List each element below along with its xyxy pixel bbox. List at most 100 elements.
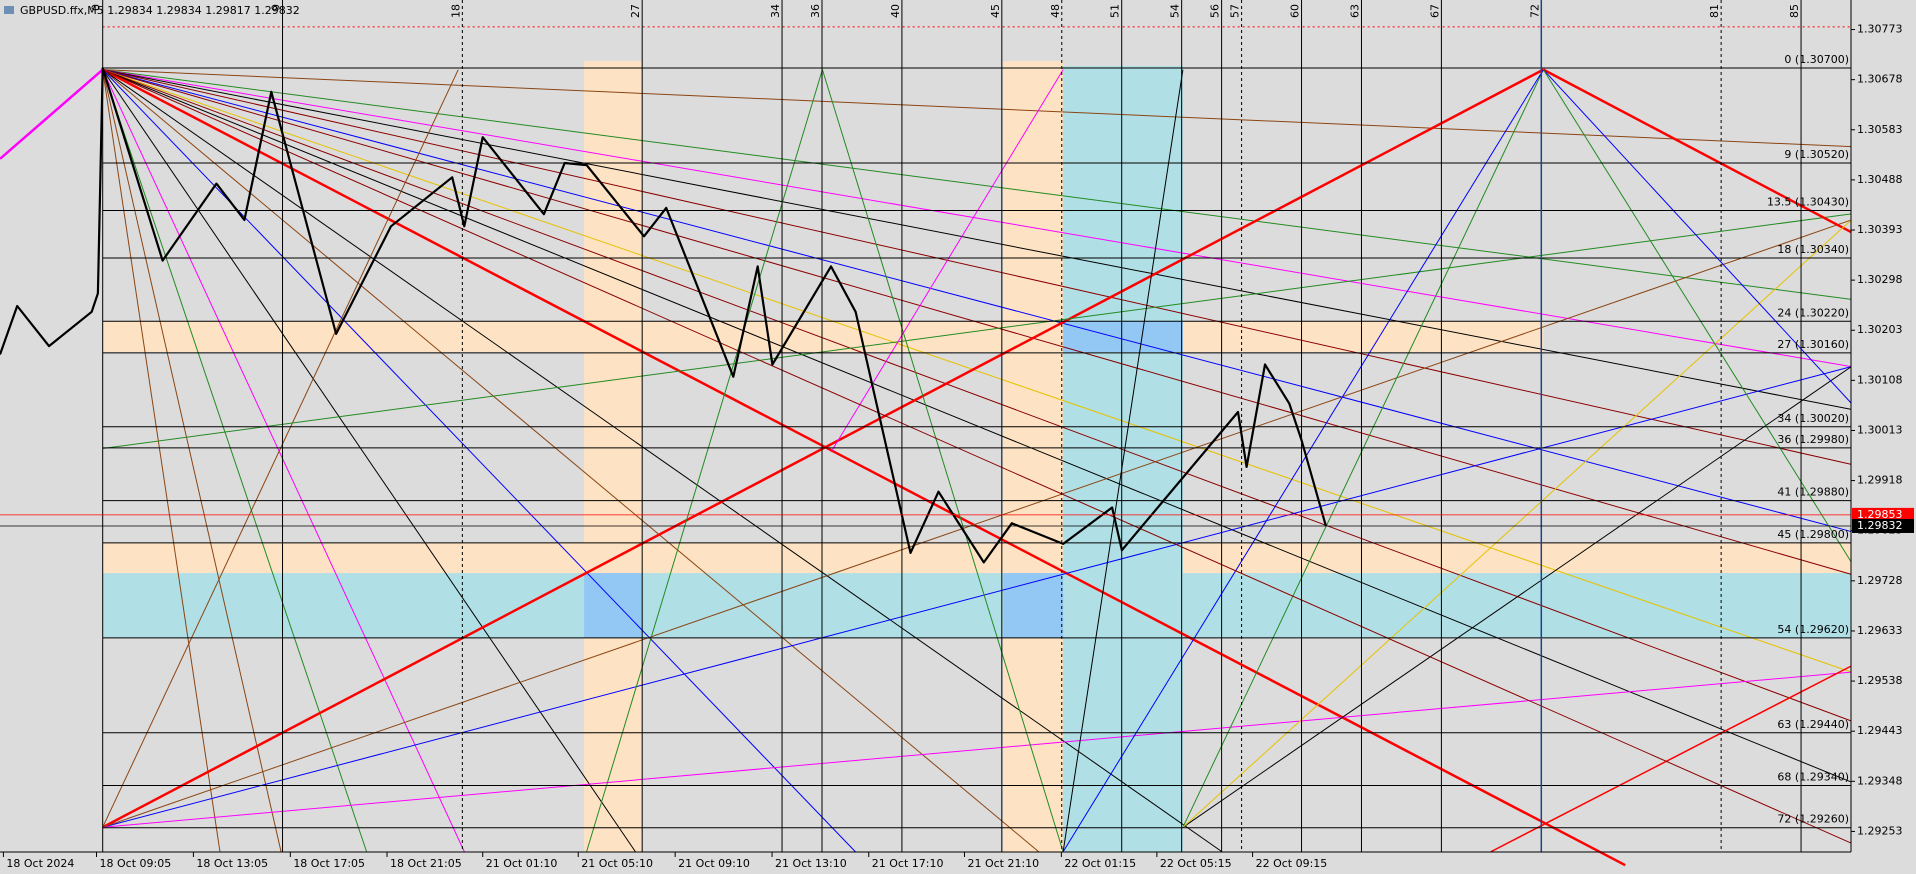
time-line-label: 27 — [629, 4, 642, 18]
time-line-label: 81 — [1708, 4, 1721, 18]
fan-line — [102, 69, 282, 852]
price-marker-label: 1.29853 — [1857, 508, 1903, 521]
y-tick-label: 1.29538 — [1857, 674, 1903, 687]
y-tick-label: 1.29633 — [1857, 624, 1903, 637]
fan-line — [102, 69, 1223, 853]
fan-line — [102, 69, 1852, 368]
x-tick-label: 21 Oct 05:10 — [581, 857, 653, 870]
zone — [102, 573, 1852, 638]
fan-line — [102, 69, 1852, 722]
fan-line — [0, 68, 104, 160]
fan-line — [830, 69, 1064, 453]
time-line-label: 18 — [449, 4, 462, 18]
plot-background — [0, 0, 1851, 852]
time-line-label: 48 — [1049, 4, 1062, 18]
fib-label: 9 (1.30520) — [1784, 148, 1849, 161]
fib-label: 36 (1.29980) — [1777, 433, 1849, 446]
time-line-label: 9 — [270, 4, 283, 11]
x-tick-label: 22 Oct 09:15 — [1256, 857, 1328, 870]
time-line-label: 45 — [989, 4, 1002, 18]
fib-label: 27 (1.30160) — [1777, 338, 1849, 351]
chart-title: GBPUSD.ffx,M5 1.29834 1.29834 1.29817 1.… — [20, 4, 300, 17]
fan-line — [1182, 69, 1544, 828]
fan-line — [1543, 69, 1852, 404]
x-tick-label: 18 Oct 17:05 — [293, 857, 365, 870]
fib-label: 72 (1.29260) — [1777, 813, 1849, 826]
fan-line — [102, 68, 1544, 829]
fib-label: 41 (1.29880) — [1777, 486, 1849, 499]
fan-line — [1182, 366, 1852, 828]
fan-line — [102, 69, 1852, 783]
x-tick-label: 21 Oct 09:10 — [678, 857, 750, 870]
time-line-label: 60 — [1289, 4, 1302, 18]
fan-line — [821, 69, 1064, 852]
time-line-label: 57 — [1229, 4, 1242, 18]
fib-label: 45 (1.29800) — [1777, 528, 1849, 541]
fib-label: 18 (1.30340) — [1777, 243, 1849, 256]
fib-label: 54 (1.29620) — [1777, 623, 1849, 636]
fib-label: 63 (1.29440) — [1777, 718, 1849, 731]
x-tick-label: 22 Oct 05:15 — [1160, 857, 1232, 870]
x-tick-label: 22 Oct 01:15 — [1064, 857, 1136, 870]
time-line-label: 34 — [769, 4, 782, 18]
time-line-label: 54 — [1169, 4, 1182, 18]
fan-line — [102, 69, 1852, 844]
price-line — [0, 66, 1327, 564]
y-tick-label: 1.29348 — [1857, 774, 1903, 787]
time-line-label: 51 — [1109, 4, 1122, 18]
fan-line — [102, 69, 1852, 533]
fan-line — [1542, 68, 1852, 234]
time-line-label: 0 — [90, 4, 103, 11]
x-tick-label: 18 Oct 09:05 — [100, 857, 172, 870]
y-tick-label: 1.30108 — [1857, 373, 1903, 386]
fan-line — [102, 213, 1852, 449]
price-marker — [1852, 518, 1914, 533]
zone — [102, 321, 1544, 352]
fan-line — [102, 69, 1852, 673]
fan-line — [102, 69, 465, 852]
time-line-label: 56 — [1209, 4, 1222, 18]
fan-line — [102, 69, 1852, 575]
y-tick-label: 1.29728 — [1857, 574, 1903, 587]
y-tick-label: 1.30488 — [1857, 173, 1903, 186]
fan-line — [102, 69, 1852, 300]
y-tick-label: 1.30773 — [1857, 23, 1903, 36]
fib-label: 0 (1.30700) — [1784, 53, 1849, 66]
x-tick-label: 21 Oct 01:10 — [486, 857, 558, 870]
x-tick-label: 18 Oct 13:05 — [196, 857, 268, 870]
zone — [1003, 573, 1064, 638]
fan-line — [102, 366, 1852, 828]
price-marker-label: 1.29832 — [1857, 519, 1903, 532]
fan-line — [102, 69, 459, 828]
fan-line — [1062, 69, 1544, 852]
time-line-label: 67 — [1428, 4, 1441, 18]
fib-label: 24 (1.30220) — [1777, 306, 1849, 319]
x-tick-label: 18 Oct 21:05 — [390, 857, 462, 870]
fan-line — [102, 69, 1040, 853]
fan-line — [1490, 665, 1852, 853]
y-tick-label: 1.30393 — [1857, 223, 1903, 236]
zone — [1063, 321, 1183, 352]
symbol-icon — [4, 6, 14, 14]
zone — [584, 61, 642, 852]
fib-label: 68 (1.29340) — [1777, 771, 1849, 784]
fan-line — [586, 69, 823, 852]
y-tick-label: 1.29253 — [1857, 824, 1903, 837]
fan-line — [102, 69, 636, 853]
fan-line — [1542, 69, 1852, 563]
fan-line — [102, 671, 1852, 828]
time-line-label: 85 — [1788, 4, 1801, 18]
y-tick-label: 1.30013 — [1857, 423, 1903, 436]
x-tick-label: 18 Oct 2024 — [6, 857, 74, 870]
y-tick-label: 1.29443 — [1857, 724, 1903, 737]
y-tick-label: 1.29918 — [1857, 474, 1903, 487]
time-line-label: 63 — [1348, 4, 1361, 18]
y-tick-label: 1.30203 — [1857, 323, 1903, 336]
time-line-label: 72 — [1528, 4, 1541, 18]
fan-line — [102, 69, 368, 852]
fan-line — [102, 69, 1852, 148]
fib-label: 34 (1.30020) — [1777, 412, 1849, 425]
fib-label: 13.5 (1.30430) — [1767, 195, 1849, 208]
